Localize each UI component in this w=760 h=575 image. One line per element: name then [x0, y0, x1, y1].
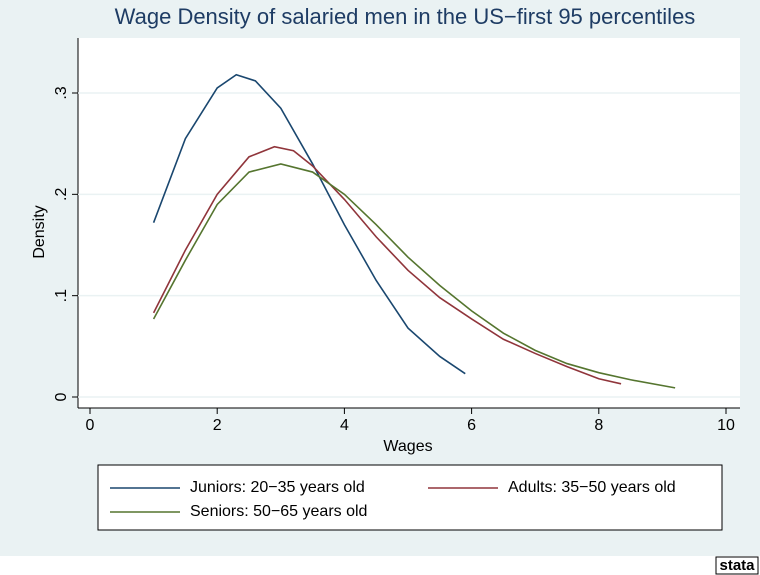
x-tick-label: 10	[717, 417, 735, 434]
x-tick-label: 4	[340, 417, 349, 434]
chart-title: Wage Density of salaried men in the US−f…	[115, 4, 696, 29]
legend	[97, 464, 723, 531]
x-tick-label: 8	[594, 417, 603, 434]
y-tick-label: .1	[53, 289, 70, 302]
x-tick-label: 0	[86, 417, 95, 434]
watermark: stata	[719, 557, 755, 574]
x-tick-label: 6	[467, 417, 476, 434]
line-series	[152, 73, 466, 375]
y-tick-label: .3	[53, 86, 70, 99]
line-series	[152, 145, 622, 385]
x-axis-label: Wages	[383, 438, 432, 455]
x-tick-label: 2	[213, 417, 222, 434]
legend-label: Juniors: 20−35 years old	[190, 479, 365, 496]
y-tick-label: .2	[53, 188, 70, 201]
legend-label: Adults: 35−50 years old	[508, 479, 676, 496]
line-series	[152, 163, 676, 389]
y-tick-label: 0	[53, 392, 70, 401]
legend-label: Seniors: 50−65 years old	[190, 503, 367, 520]
y-axis-label: Density	[31, 205, 48, 258]
logo-box	[715, 556, 759, 575]
plot-region	[78, 38, 740, 408]
